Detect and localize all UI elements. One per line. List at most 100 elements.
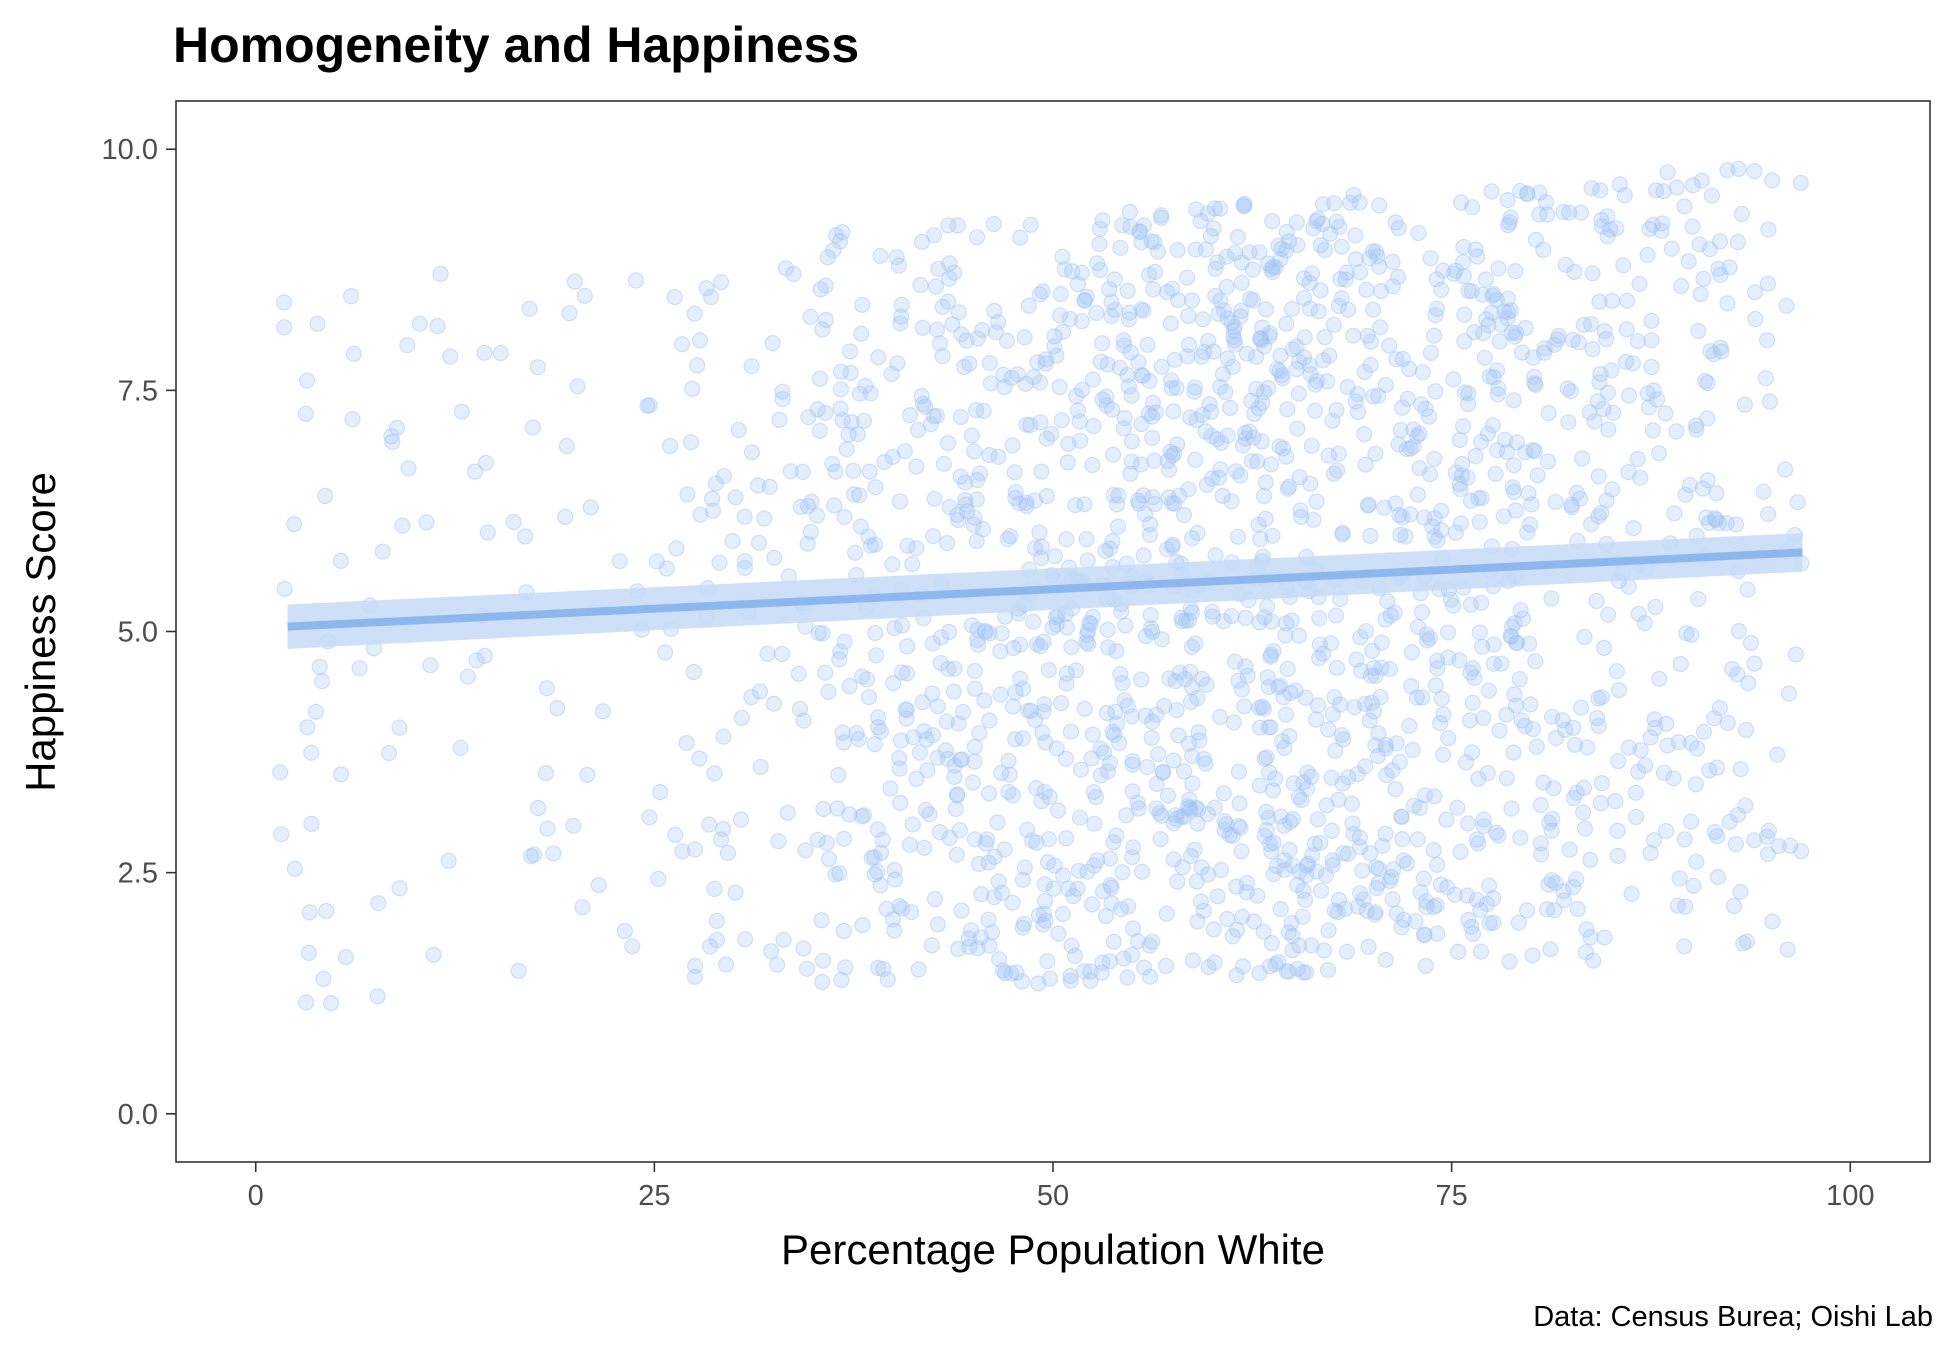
- data-point: [1693, 172, 1710, 189]
- data-point: [1187, 799, 1205, 816]
- y-tick-label: 7.5: [118, 375, 158, 407]
- data-point: [1425, 898, 1443, 916]
- data-point: [1690, 322, 1707, 340]
- data-point: [1719, 714, 1736, 732]
- data-point: [837, 959, 854, 976]
- data-point: [1133, 671, 1150, 688]
- data-point: [1119, 367, 1136, 384]
- data-point: [977, 624, 994, 641]
- data-point: [1159, 787, 1177, 804]
- data-point: [1298, 780, 1316, 797]
- data-point: [797, 842, 814, 859]
- data-point: [853, 808, 870, 825]
- data-point: [1265, 834, 1282, 851]
- data-point: [1362, 333, 1380, 350]
- data-point: [831, 233, 849, 250]
- data-point: [1529, 467, 1546, 484]
- data-point: [1253, 332, 1270, 349]
- data-point: [1054, 248, 1071, 265]
- data-point: [1677, 486, 1694, 503]
- data-point: [1727, 835, 1744, 853]
- data-point: [1192, 893, 1210, 910]
- data-point: [1565, 789, 1582, 807]
- data-point: [1275, 440, 1292, 457]
- data-point: [1610, 752, 1627, 770]
- data-point: [970, 636, 987, 653]
- data-point: [1725, 897, 1743, 915]
- data-point: [1273, 240, 1290, 257]
- data-point: [969, 621, 987, 638]
- data-point: [929, 698, 946, 715]
- data-point: [1292, 502, 1309, 519]
- data-point: [1076, 496, 1093, 513]
- data-point: [1374, 837, 1391, 854]
- data-point: [771, 411, 788, 428]
- data-point: [1566, 736, 1584, 754]
- data-point: [1323, 769, 1340, 786]
- data-point: [1445, 371, 1462, 388]
- data-point: [1139, 336, 1156, 353]
- data-point: [1503, 800, 1520, 817]
- data-point: [1274, 370, 1291, 387]
- data-point: [1271, 438, 1288, 455]
- data-point: [1158, 905, 1175, 922]
- data-point: [867, 479, 884, 496]
- data-point: [1588, 709, 1606, 727]
- data-point: [957, 474, 974, 491]
- data-point: [1367, 667, 1384, 684]
- data-point: [751, 683, 769, 700]
- data-point: [529, 359, 546, 376]
- data-point: [1546, 336, 1563, 353]
- data-point: [1500, 304, 1517, 321]
- data-point: [1385, 861, 1402, 878]
- data-point: [1358, 902, 1375, 919]
- data-point: [1547, 874, 1564, 892]
- data-point: [953, 902, 970, 919]
- data-point: [1186, 383, 1203, 400]
- data-point: [678, 734, 695, 752]
- data-point: [1311, 636, 1328, 653]
- data-point: [1344, 815, 1361, 832]
- data-point: [674, 336, 691, 353]
- data-point: [1272, 677, 1289, 694]
- data-point: [1078, 288, 1095, 305]
- data-point: [1334, 526, 1351, 543]
- data-point: [1644, 216, 1662, 233]
- data-point: [1119, 282, 1136, 299]
- data-point: [1362, 356, 1379, 374]
- data-point: [1007, 483, 1024, 501]
- data-point: [1701, 762, 1718, 779]
- data-point: [1326, 689, 1343, 706]
- data-point: [1171, 664, 1188, 681]
- data-point: [1501, 214, 1518, 231]
- data-point: [539, 820, 556, 837]
- data-point: [1426, 528, 1443, 545]
- data-point: [1561, 204, 1578, 221]
- data-point: [1295, 882, 1312, 899]
- data-point: [1434, 746, 1452, 763]
- data-point: [851, 487, 868, 504]
- data-point: [1422, 250, 1439, 267]
- data-point: [1013, 973, 1031, 990]
- data-point: [817, 277, 834, 294]
- data-point: [1421, 466, 1439, 483]
- data-point: [1701, 241, 1719, 258]
- data-point: [1440, 729, 1457, 747]
- data-point: [1062, 972, 1079, 989]
- data-point: [1224, 827, 1241, 845]
- data-point: [1131, 223, 1148, 240]
- data-point: [1708, 511, 1725, 529]
- data-point: [957, 492, 974, 509]
- data-point: [975, 402, 992, 419]
- data-point: [1645, 832, 1663, 849]
- data-point: [940, 217, 957, 234]
- data-point: [1114, 864, 1131, 881]
- data-point: [952, 468, 969, 485]
- data-point: [1610, 681, 1628, 699]
- data-point: [1352, 839, 1369, 856]
- data-point: [1337, 900, 1354, 917]
- data-point: [1310, 649, 1328, 667]
- data-point: [459, 668, 476, 685]
- data-point: [1422, 344, 1440, 361]
- data-point: [878, 900, 895, 917]
